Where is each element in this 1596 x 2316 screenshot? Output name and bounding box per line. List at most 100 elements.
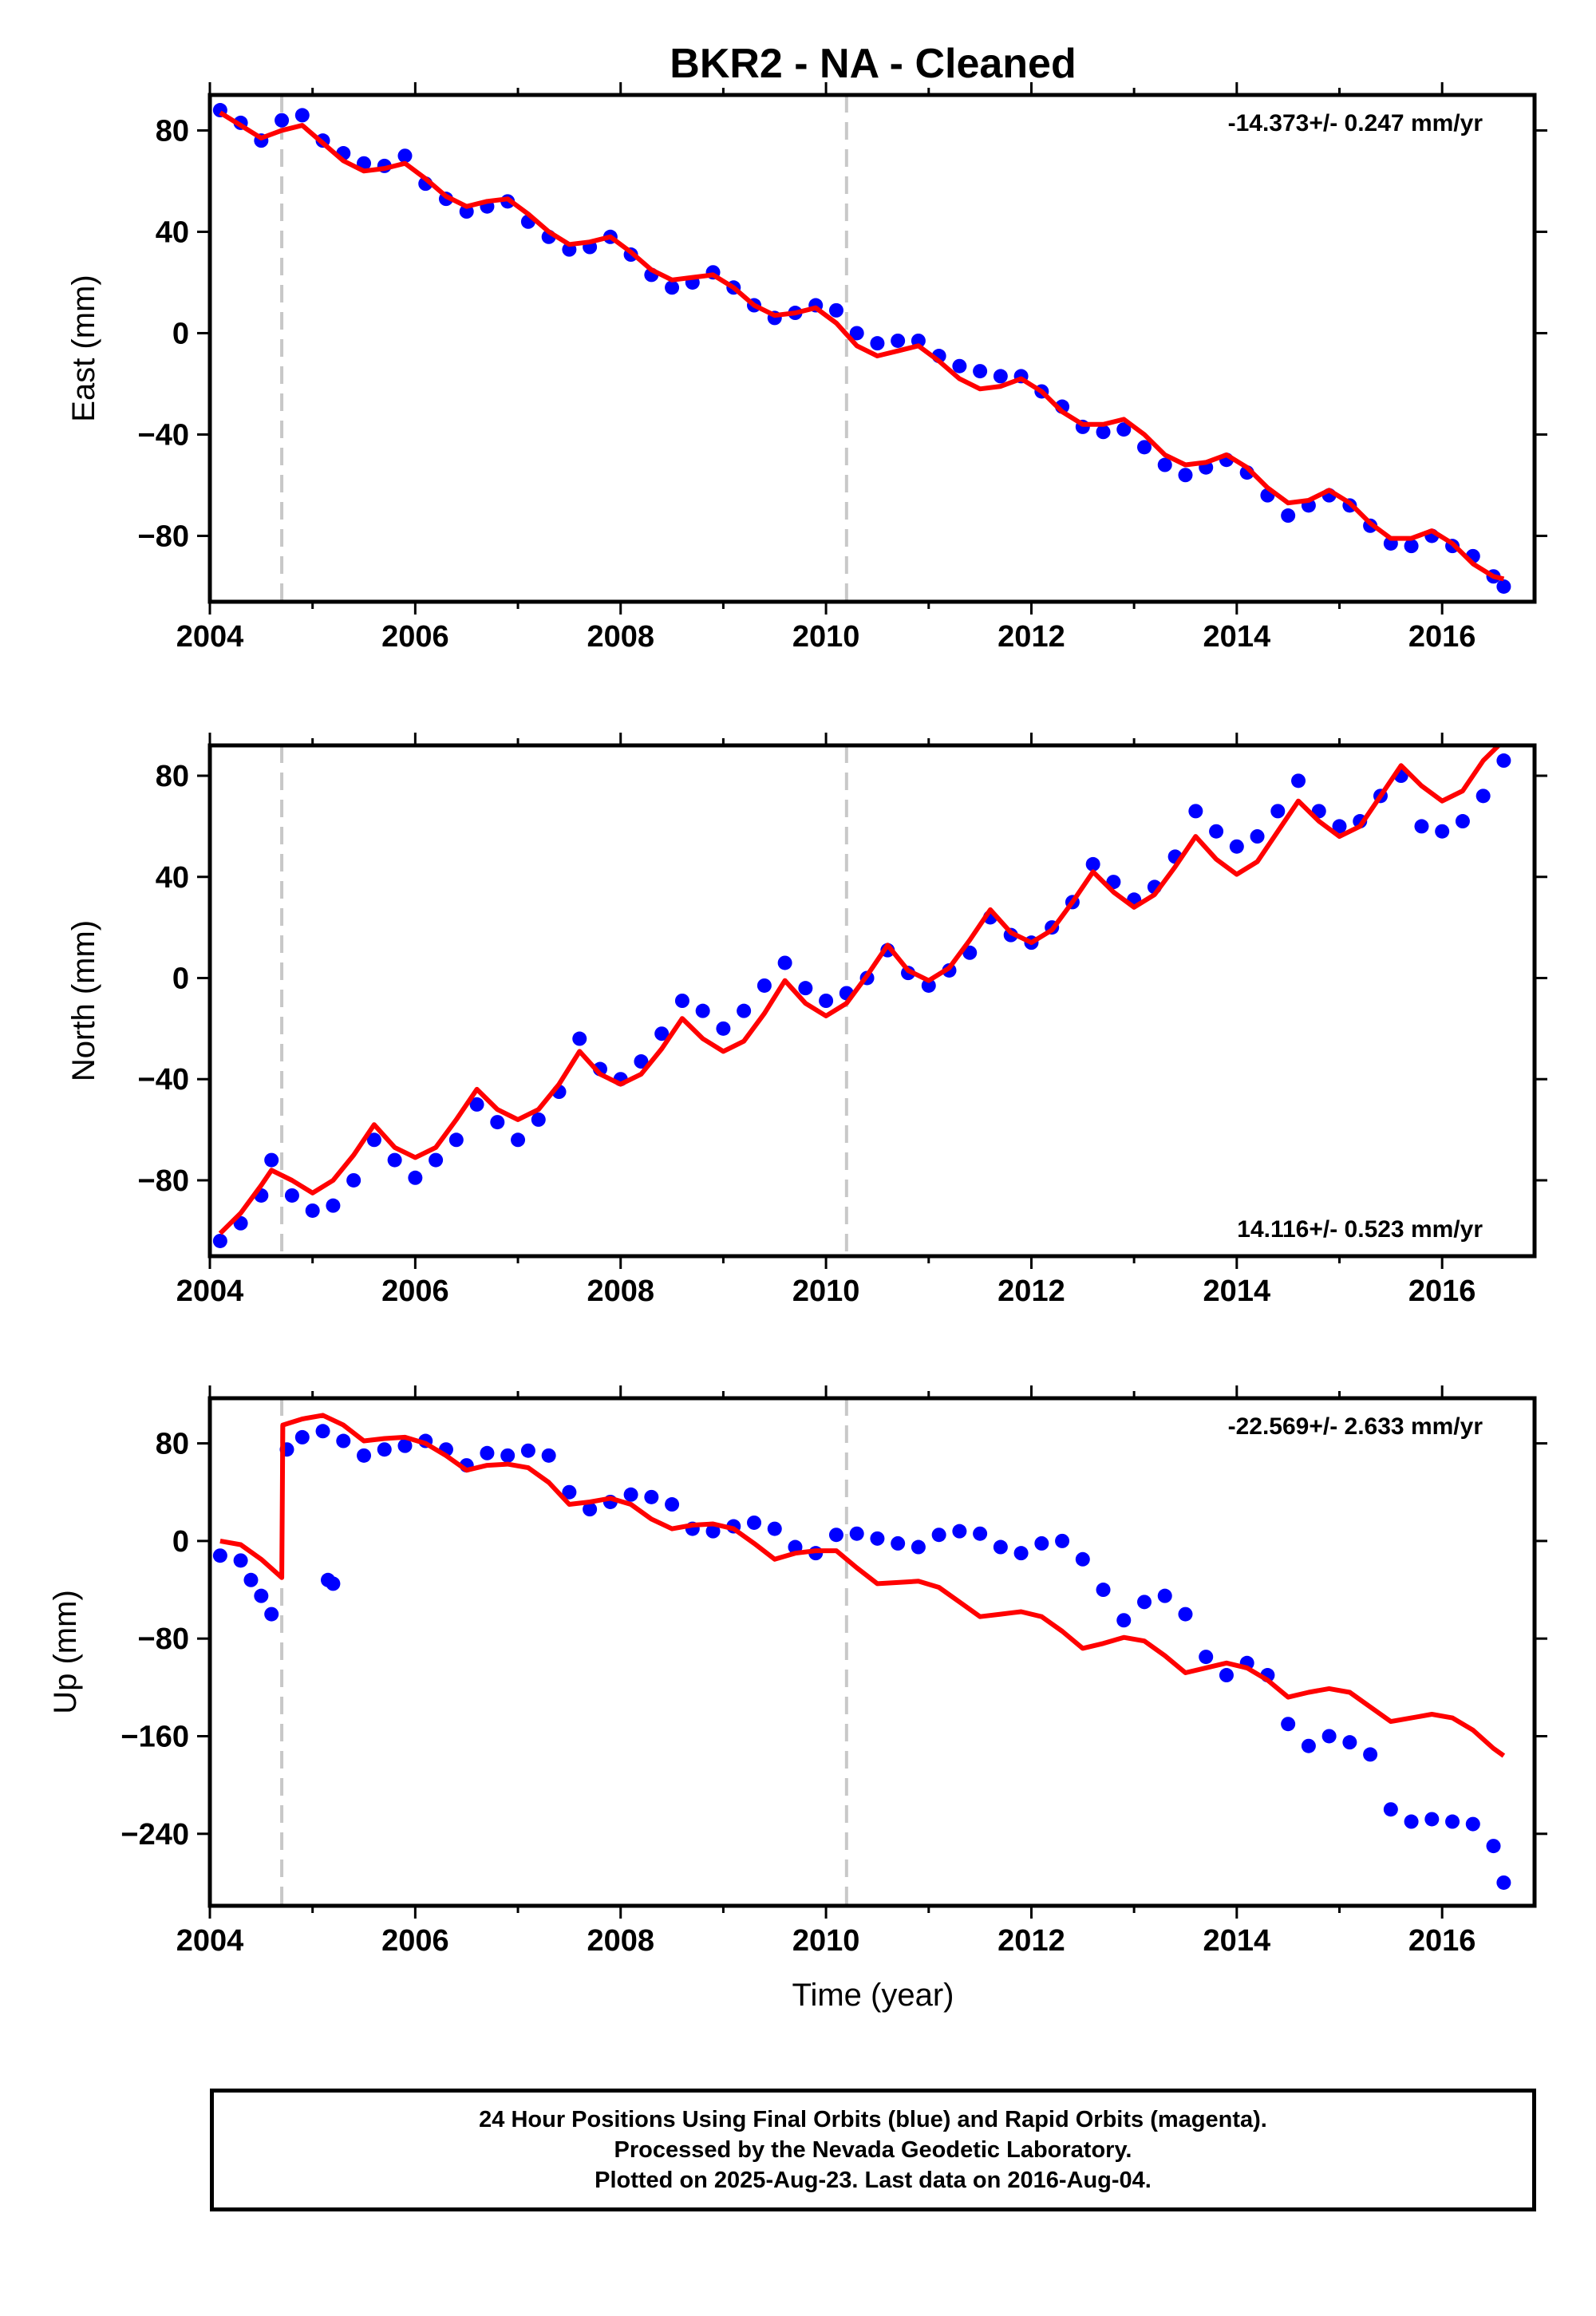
observed-point bbox=[1034, 1535, 1049, 1551]
observed-point bbox=[665, 280, 680, 295]
observed-point bbox=[1096, 425, 1111, 440]
y-tick-label: 0 bbox=[172, 962, 189, 995]
y-axis-title: North (mm) bbox=[66, 920, 101, 1081]
observed-point bbox=[448, 1132, 464, 1148]
observed-point bbox=[1496, 1875, 1511, 1890]
x-tick-label: 2016 bbox=[1408, 1924, 1476, 1958]
y-tick-label: 80 bbox=[156, 760, 189, 793]
observed-point bbox=[397, 148, 413, 164]
observed-point bbox=[346, 1172, 361, 1188]
observed-point bbox=[275, 113, 290, 128]
observed-point bbox=[326, 1198, 341, 1213]
observed-point bbox=[520, 1443, 535, 1458]
x-tick-label: 2010 bbox=[792, 620, 860, 654]
observed-point bbox=[828, 302, 843, 318]
observed-point bbox=[1281, 508, 1296, 524]
observed-point bbox=[1404, 1814, 1419, 1829]
plot-area bbox=[212, 745, 1511, 1248]
observed-point bbox=[644, 1489, 659, 1504]
x-axis-title: Time (year) bbox=[792, 1978, 954, 2013]
observed-point bbox=[264, 1152, 279, 1168]
observed-point bbox=[1455, 814, 1470, 829]
observed-point bbox=[562, 1484, 577, 1500]
plot-frame bbox=[207, 1396, 1537, 1908]
observed-point bbox=[747, 1515, 762, 1530]
observed-point bbox=[1137, 440, 1152, 455]
observed-point bbox=[1199, 1650, 1214, 1665]
observed-point bbox=[1496, 753, 1511, 769]
observed-point bbox=[623, 1487, 638, 1502]
observed-point bbox=[695, 1003, 710, 1018]
plot-area bbox=[212, 1413, 1511, 1890]
observed-point bbox=[1137, 1595, 1152, 1610]
observed-point bbox=[849, 1526, 864, 1541]
observed-point bbox=[264, 1607, 279, 1622]
observed-point bbox=[1435, 824, 1450, 839]
observed-point bbox=[572, 1031, 587, 1046]
observed-point bbox=[212, 1548, 227, 1563]
observed-point bbox=[326, 1576, 341, 1591]
x-tick-label: 2012 bbox=[998, 1275, 1065, 1308]
observed-point bbox=[1445, 1814, 1460, 1829]
x-tick-label: 2016 bbox=[1408, 620, 1476, 654]
observed-point bbox=[716, 1021, 731, 1036]
y-tick-label: −80 bbox=[138, 520, 189, 553]
observed-point bbox=[1188, 804, 1203, 819]
x-tick-label: 2008 bbox=[587, 1275, 654, 1308]
observed-point bbox=[1096, 1583, 1111, 1598]
observed-point bbox=[634, 1054, 649, 1069]
caption-line-lab: Processed by the Nevada Geodetic Laborat… bbox=[614, 2137, 1132, 2163]
x-tick-label: 2006 bbox=[381, 1924, 449, 1958]
observed-point bbox=[819, 994, 834, 1008]
observed-point bbox=[870, 1531, 885, 1546]
observed-point bbox=[1414, 819, 1429, 834]
observed-point bbox=[993, 369, 1008, 384]
observed-point bbox=[891, 1535, 906, 1551]
rate-label: -14.373+/- 0.247 mm/yr bbox=[1228, 110, 1483, 136]
observed-point bbox=[973, 1526, 988, 1541]
y-axis-title: East (mm) bbox=[66, 275, 101, 421]
observed-point bbox=[674, 994, 689, 1008]
observed-point bbox=[1178, 1607, 1193, 1622]
x-tick-label: 2016 bbox=[1408, 1275, 1476, 1308]
observed-point bbox=[1291, 773, 1306, 788]
observed-point bbox=[849, 326, 864, 341]
y-tick-label: −80 bbox=[138, 1622, 189, 1656]
x-tick-label: 2008 bbox=[587, 1924, 654, 1958]
observed-point bbox=[294, 108, 310, 123]
observed-point bbox=[1496, 579, 1511, 594]
plot-area bbox=[212, 103, 1511, 594]
observed-point bbox=[1250, 829, 1265, 844]
observed-point bbox=[757, 978, 772, 993]
caption-line-processing: 24 Hour Positions Using Final Orbits (bl… bbox=[479, 2107, 1267, 2132]
observed-point bbox=[891, 333, 906, 348]
observed-point bbox=[500, 1448, 516, 1463]
observed-point bbox=[1219, 1668, 1234, 1683]
observed-point bbox=[387, 1152, 402, 1168]
panel-east: 2004 2006 2008 2010 2012 2014 2016 80 40 0 −40 −80 E… bbox=[66, 82, 1547, 654]
observed-point bbox=[921, 978, 936, 993]
y-tick-label: 0 bbox=[172, 317, 189, 350]
observed-point bbox=[541, 1448, 556, 1463]
observed-point bbox=[798, 981, 813, 996]
observed-point bbox=[1281, 1717, 1296, 1732]
observed-series bbox=[320, 1572, 341, 1591]
observed-point bbox=[1270, 804, 1286, 819]
y-tick-label: −160 bbox=[120, 1720, 189, 1753]
x-tick-label: 2004 bbox=[176, 1275, 244, 1308]
observed-point bbox=[366, 1132, 381, 1148]
observed-point bbox=[243, 1572, 259, 1587]
x-tick-label: 2012 bbox=[998, 1924, 1065, 1958]
x-tick-label: 2006 bbox=[381, 1275, 449, 1308]
y-tick-label: −40 bbox=[138, 1063, 189, 1097]
observed-point bbox=[1178, 468, 1193, 483]
rate-label: 14.116+/- 0.523 mm/yr bbox=[1237, 1216, 1483, 1243]
observed-point bbox=[284, 1188, 299, 1203]
plot-frame bbox=[207, 93, 1537, 604]
observed-point bbox=[531, 1112, 546, 1127]
observed-point bbox=[705, 1524, 721, 1539]
model-line bbox=[219, 1413, 1506, 1758]
observed-point bbox=[377, 1442, 392, 1457]
figure-title: BKR2 - NA - Cleaned bbox=[670, 41, 1076, 87]
